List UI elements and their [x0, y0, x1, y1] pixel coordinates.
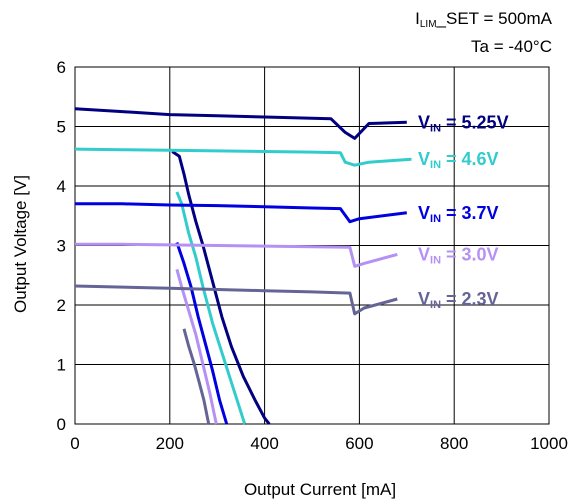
series-line-2 — [75, 202, 407, 224]
annotation-ilim-set: ILIM_SET = 500mA — [415, 9, 553, 30]
series-droop-1 — [175, 191, 247, 425]
y-tick-label: 0 — [57, 415, 66, 434]
x-tick-label: 200 — [156, 434, 184, 453]
y-tick-label: 6 — [57, 58, 66, 77]
x-axis-label: Output Current [mA] — [244, 480, 396, 499]
series-label-0: VIN = 5.25V — [418, 112, 509, 134]
series-droop-4 — [182, 328, 211, 425]
series-droop-2 — [175, 242, 229, 425]
x-tick-label: 1000 — [530, 434, 568, 453]
y-tick-label: 1 — [57, 356, 66, 375]
y-tick-label: 4 — [57, 177, 66, 196]
y-tick-labels: 0 1 2 3 4 5 6 — [57, 58, 66, 434]
series-droop-3 — [175, 268, 218, 425]
series-line-1 — [74, 147, 412, 167]
series-droop-0 — [171, 150, 271, 425]
series-label-1: VIN = 4.6V — [418, 149, 499, 171]
y-axis-label: Output Voltage [V] — [11, 175, 30, 313]
x-tick-label: 800 — [440, 434, 468, 453]
series-line-3 — [75, 242, 398, 268]
y-tick-label: 3 — [57, 237, 66, 256]
series-label-2: VIN = 3.7V — [418, 203, 499, 225]
series-label-4: VIN = 2.3V — [418, 289, 499, 311]
x-tick-label: 400 — [250, 434, 278, 453]
series-label-3: VIN = 3.0V — [418, 244, 499, 266]
series-line-4 — [74, 284, 398, 316]
annotation-temperature: Ta = -40°C — [471, 37, 552, 56]
x-tick-labels: 0 200 400 600 800 1000 — [70, 434, 568, 453]
x-tick-label: 0 — [70, 434, 79, 453]
y-tick-label: 5 — [57, 118, 66, 137]
series-labels: VIN = 5.25V VIN = 4.6V VIN = 3.7V VIN = 3.0… — [418, 112, 509, 311]
series-lines — [74, 107, 412, 425]
x-tick-label: 600 — [345, 434, 373, 453]
series-line-0 — [74, 107, 407, 140]
y-tick-label: 2 — [57, 296, 66, 315]
